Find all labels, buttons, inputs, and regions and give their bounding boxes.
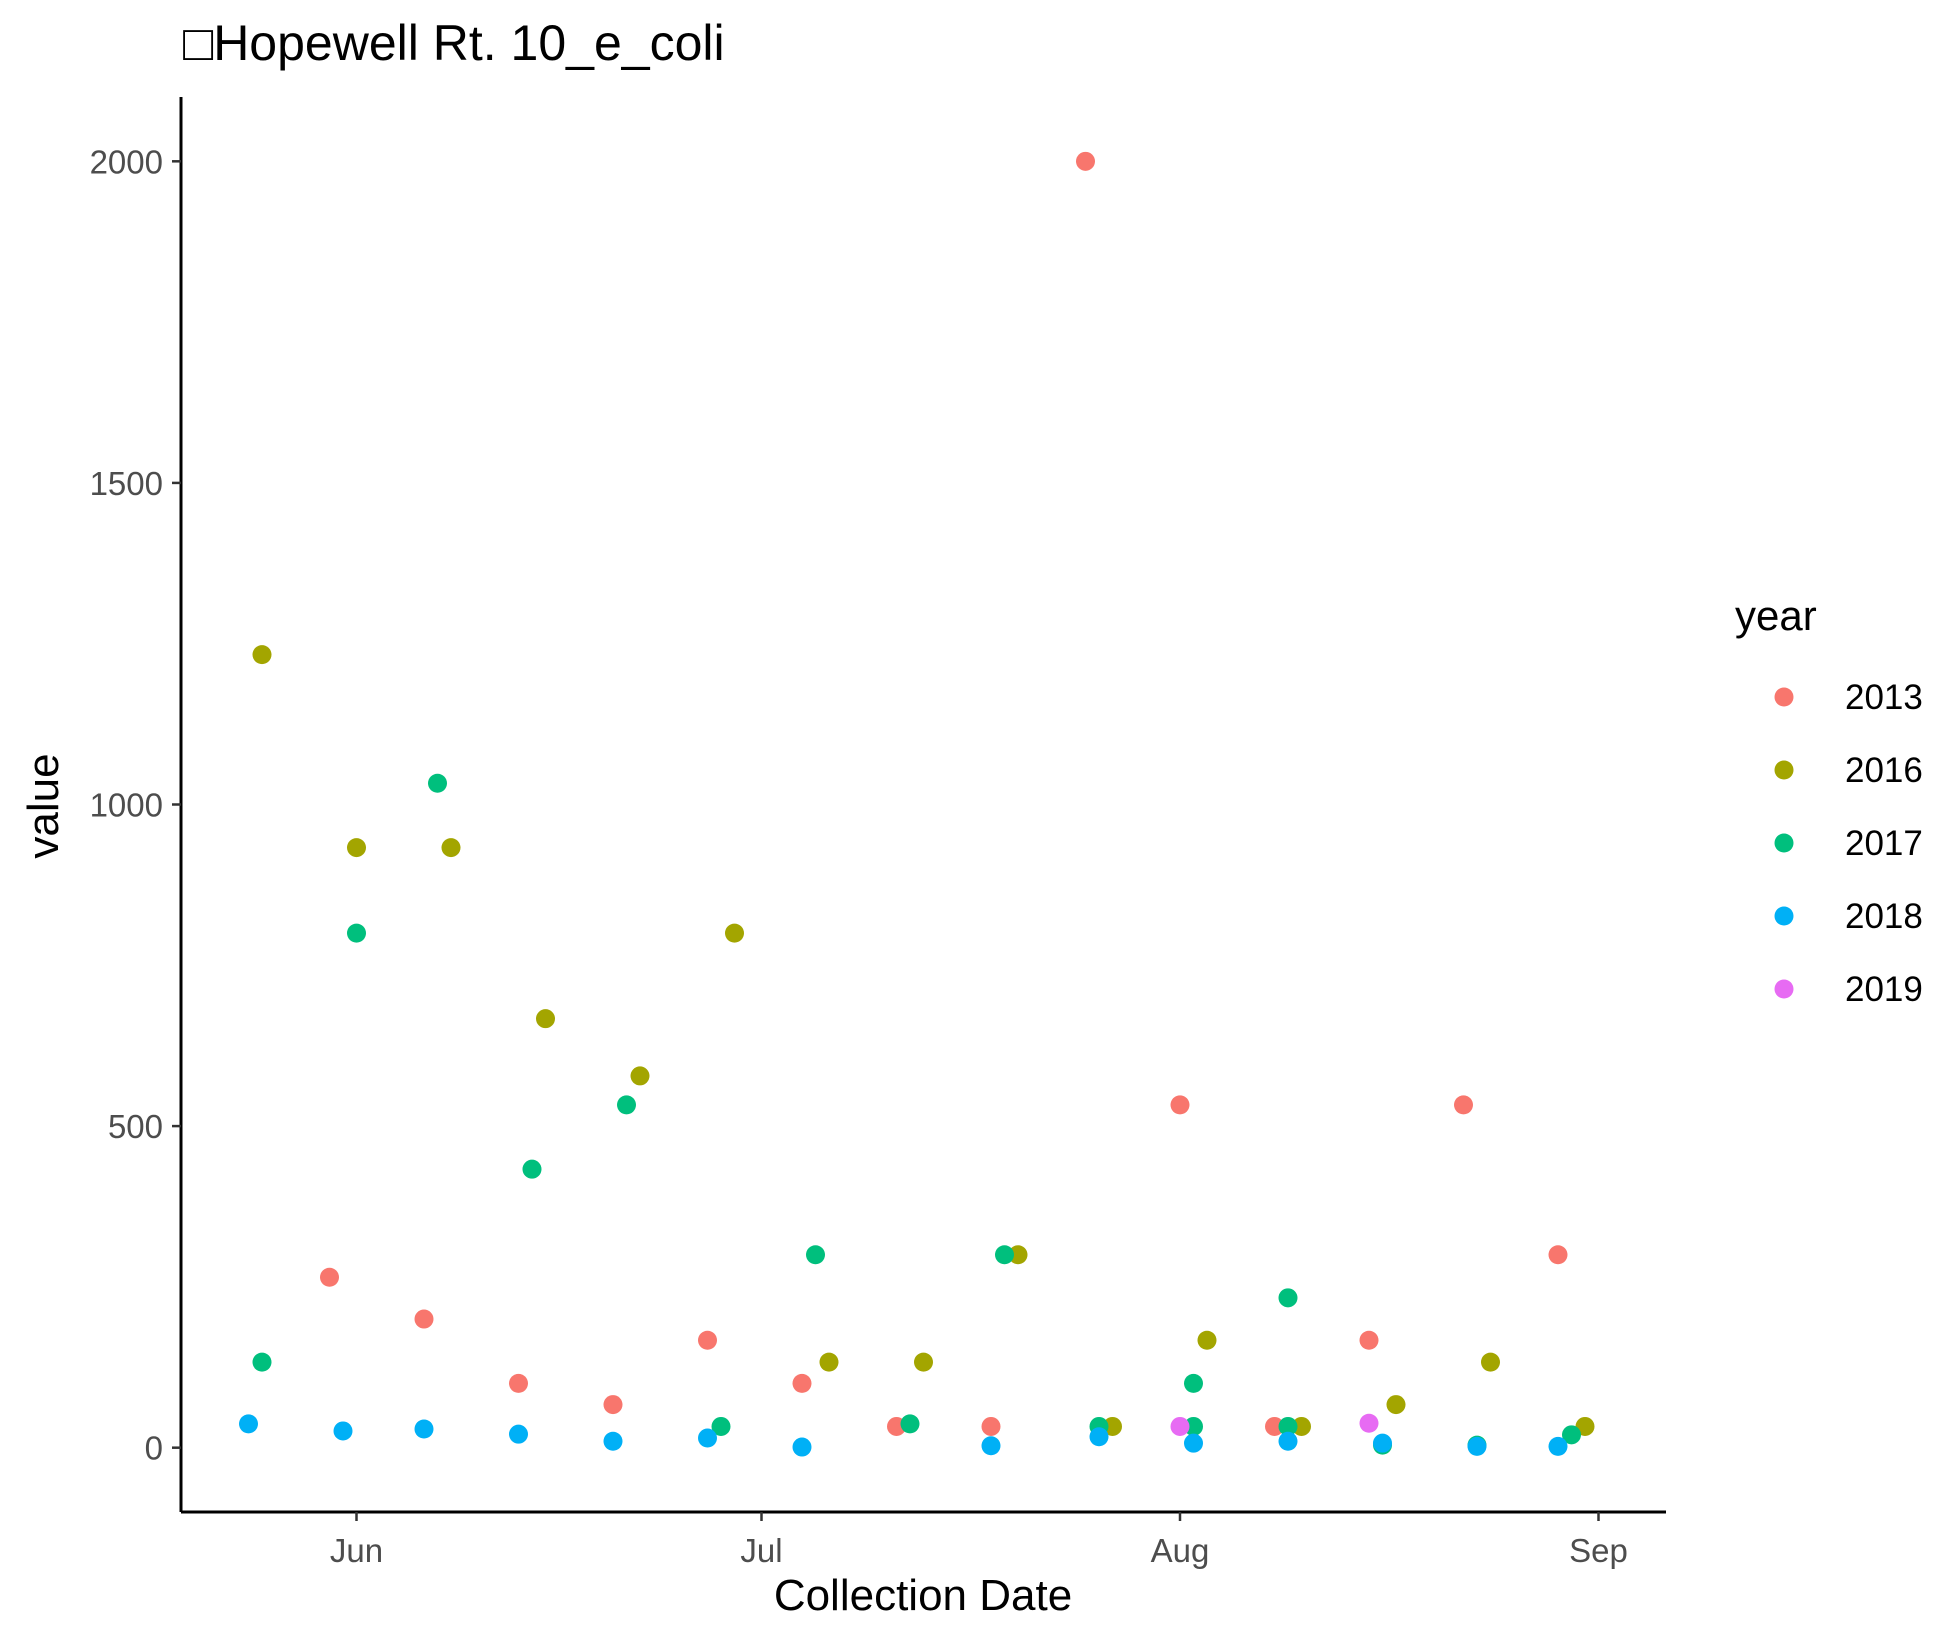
data-point: [414, 1419, 434, 1439]
series-2017: [252, 773, 1581, 1455]
data-point: [725, 923, 744, 943]
data-point: [1197, 1330, 1217, 1350]
y-tick-label: 0: [145, 1430, 163, 1467]
data-point: [630, 1066, 650, 1086]
data-point: [1359, 1413, 1379, 1433]
legend-key-2019: [1774, 979, 1794, 999]
legend-title: year: [1735, 592, 1817, 639]
series-2019: [1170, 1413, 1379, 1436]
legend-key-2018: [1774, 906, 1794, 926]
data-point: [1008, 1245, 1028, 1265]
y-tick-label: 500: [108, 1108, 163, 1145]
x-axis-title: Collection Date: [774, 1571, 1072, 1620]
data-point: [509, 1424, 528, 1444]
x-tick-label: Jun: [330, 1532, 383, 1569]
data-point: [320, 1267, 339, 1287]
data-point: [603, 1395, 623, 1415]
data-point: [1467, 1436, 1487, 1456]
data-point: [617, 1095, 636, 1115]
data-point: [1076, 151, 1095, 171]
data-point: [414, 1309, 434, 1329]
data-point: [509, 1373, 528, 1393]
data-point: [1548, 1436, 1568, 1456]
y-axis-title: value: [19, 753, 68, 858]
legend-label-2016: 2016: [1845, 751, 1923, 790]
x-tick-label: Sep: [1569, 1532, 1628, 1569]
data-point: [698, 1330, 717, 1350]
data-point: [428, 773, 447, 793]
data-point: [333, 1421, 353, 1441]
data-point: [1373, 1433, 1392, 1453]
legend-label-2017: 2017: [1845, 824, 1923, 863]
data-point: [252, 645, 272, 665]
legend-key-2016: [1774, 760, 1794, 780]
data-point: [603, 1431, 623, 1451]
data-point: [1278, 1431, 1298, 1451]
data-point: [1292, 1416, 1311, 1436]
data-point: [1548, 1245, 1568, 1265]
y-tick-label: 1500: [90, 465, 163, 502]
data-point: [1184, 1433, 1203, 1453]
data-point: [1170, 1416, 1190, 1436]
series-2018: [239, 1414, 1568, 1457]
data-point: [1481, 1352, 1500, 1372]
data-point: [981, 1436, 1001, 1456]
series-2013: [320, 151, 1568, 1436]
data-point: [1562, 1425, 1581, 1445]
data-points: [239, 151, 1595, 1457]
data-point: [239, 1414, 258, 1434]
series-2016: [252, 645, 1595, 1436]
data-point: [1265, 1416, 1284, 1436]
data-point: [711, 1416, 731, 1436]
legend-label-2019: 2019: [1845, 970, 1923, 1009]
data-point: [914, 1352, 933, 1372]
y-tick-label: 2000: [90, 143, 163, 180]
data-point: [522, 1159, 542, 1179]
x-tick-label: Jul: [740, 1532, 782, 1569]
data-point: [1278, 1416, 1298, 1436]
data-point: [1278, 1288, 1298, 1308]
data-point: [1184, 1416, 1203, 1436]
data-point: [900, 1414, 920, 1434]
data-point: [441, 838, 461, 858]
legend-key-2017: [1774, 833, 1794, 853]
legend-key-2013: [1774, 687, 1794, 707]
data-point: [1454, 1095, 1473, 1115]
y-tick-label: 1000: [90, 787, 163, 824]
data-point: [1170, 1095, 1190, 1115]
axes: 0 500 1000 1500 2000 Jun Jul Aug Sep: [90, 97, 1666, 1569]
legend: year 2013 2016 2017 2018 2019: [1735, 592, 1923, 1009]
data-point: [1359, 1330, 1379, 1350]
data-point: [819, 1352, 839, 1372]
data-point: [347, 838, 366, 858]
data-point: [792, 1437, 812, 1457]
data-point: [995, 1245, 1014, 1265]
data-point: [1386, 1395, 1406, 1415]
x-tick-label: Aug: [1151, 1532, 1210, 1569]
data-point: [1184, 1373, 1203, 1393]
data-point: [806, 1245, 825, 1265]
data-point: [252, 1352, 272, 1372]
data-point: [698, 1428, 717, 1448]
data-point: [1103, 1416, 1122, 1436]
legend-label-2013: 2013: [1845, 678, 1923, 717]
chart-title: □Hopewell Rt. 10_e_coli: [183, 15, 725, 71]
legend-label-2018: 2018: [1845, 897, 1923, 936]
data-point: [536, 1009, 555, 1029]
data-point: [347, 923, 366, 943]
data-point: [981, 1416, 1001, 1436]
data-point: [1089, 1427, 1109, 1447]
data-point: [792, 1373, 812, 1393]
